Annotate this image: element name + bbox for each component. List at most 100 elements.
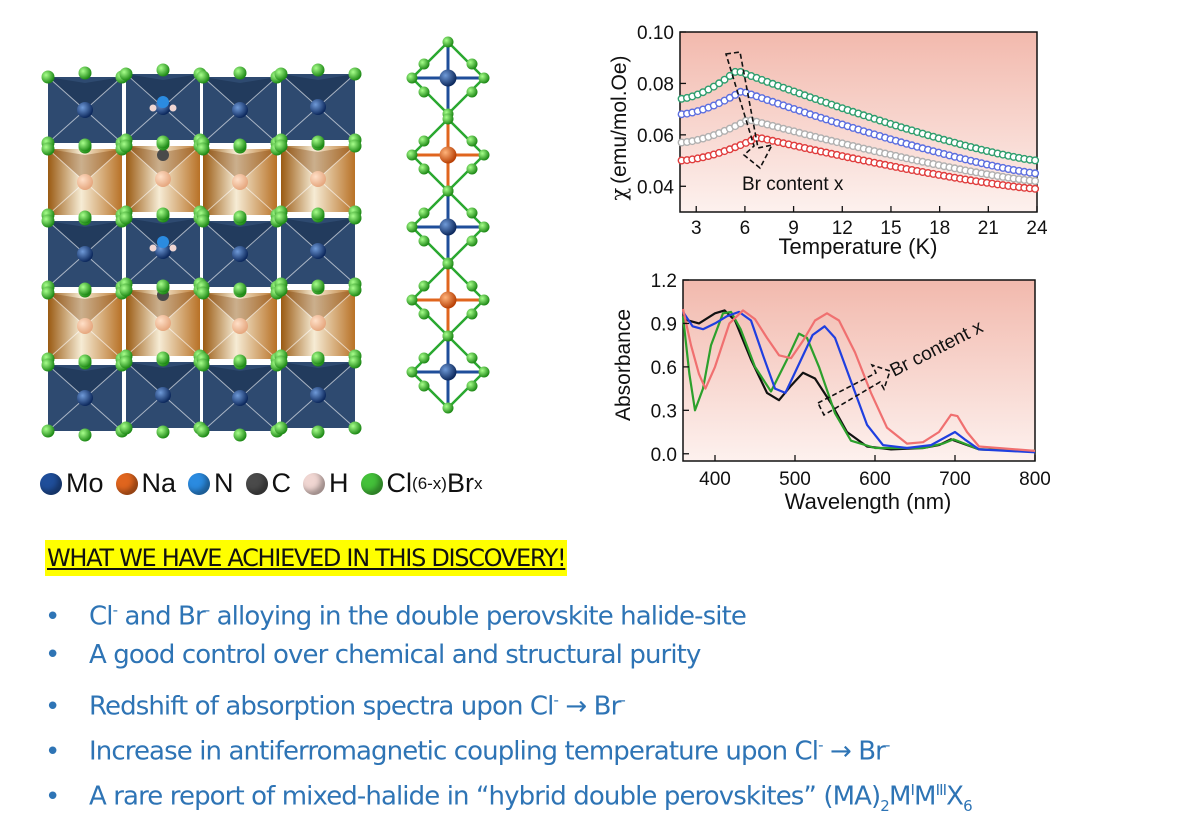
x-axis-label: Temperature (K) <box>779 234 938 259</box>
halide-atom <box>119 67 133 81</box>
halide-atom <box>418 235 430 247</box>
halide-atom <box>233 66 247 80</box>
halide-atom <box>41 358 55 372</box>
legend-item-mo: Mo <box>40 468 104 499</box>
na-atom <box>310 171 326 187</box>
crystal-structure-illustration <box>41 36 490 442</box>
y-tick-label: 0.06 <box>637 126 674 147</box>
na-atom <box>439 291 457 309</box>
halide-atom <box>233 138 247 152</box>
y-tick-label: 0.08 <box>637 74 674 95</box>
mo-atom <box>155 243 171 259</box>
n-atom <box>157 96 169 108</box>
mo-atom <box>232 102 248 118</box>
halide-atom <box>78 428 92 442</box>
halide-atom <box>418 86 430 98</box>
halide-atom <box>156 425 170 439</box>
absorbance-chart: 0.0 0.3 0.6 0.9 1.2 400 500 600 700 800 Absorban… <box>612 271 1050 514</box>
halide-atom <box>466 86 478 98</box>
mo-atom <box>155 387 171 403</box>
na-atom <box>232 318 248 334</box>
halide-atom <box>311 425 325 439</box>
halide-atom <box>233 354 247 368</box>
susceptibility-chart: 0.04 0.06 0.08 0.10 3 6 9 12 15 18 21 24 χ(emu/mol… <box>607 23 1048 259</box>
series-0 <box>677 67 1040 165</box>
halide-atom <box>119 355 133 369</box>
series-line-3 <box>681 308 1036 452</box>
data-point <box>1031 184 1040 193</box>
octahedron-face <box>48 149 122 182</box>
halide-atom <box>196 214 210 228</box>
halide-atom <box>406 72 418 84</box>
halide-atom <box>466 280 478 292</box>
octahedron-face <box>48 77 122 110</box>
halide-atom <box>311 63 325 77</box>
na-atom-icon <box>115 472 138 495</box>
na-atom <box>439 146 457 164</box>
y-axis-label: χ(emu/mol.Oe) <box>607 55 631 200</box>
halide-atom <box>119 421 133 435</box>
x-tick-label: 500 <box>779 469 811 490</box>
octahedron-face <box>203 293 277 326</box>
halide-atom <box>442 113 454 125</box>
octahedron-face <box>48 365 122 398</box>
octahedron-face <box>126 218 200 251</box>
halide-atom-icon <box>360 472 383 495</box>
x-tick-label: 12 <box>832 218 853 239</box>
octahedron-face <box>281 146 355 179</box>
bullet-marker: • <box>45 640 60 670</box>
halide-atom <box>406 221 418 233</box>
halide-atom <box>196 358 210 372</box>
halide-atom <box>418 380 430 392</box>
halide-atom <box>466 380 478 392</box>
halide-atom <box>156 135 170 149</box>
halide-atom <box>311 207 325 221</box>
atom-legend: Mo Na N C H Cl (6-x) Br x <box>40 468 488 499</box>
halide-atom <box>406 366 418 378</box>
y-tick-label: 0.04 <box>637 177 674 198</box>
halide-atom <box>41 286 55 300</box>
halide-atom <box>274 67 288 81</box>
data-point <box>1031 169 1040 178</box>
halide-atom <box>311 279 325 293</box>
halide-atom <box>442 402 454 414</box>
legend-item-c: C <box>245 468 291 499</box>
halide-atom <box>478 294 490 306</box>
y-tick-label: 0.3 <box>651 401 677 422</box>
mo-atom <box>310 387 326 403</box>
halide-atom <box>78 138 92 152</box>
halide-atom <box>418 163 430 175</box>
halide-atom <box>78 354 92 368</box>
plot-area <box>682 279 1036 462</box>
halide-atom <box>478 366 490 378</box>
h-atom <box>149 104 157 112</box>
list-item: • A good control over chemical and struct… <box>45 635 972 680</box>
mo-atom <box>439 218 457 236</box>
halide-atom <box>274 355 288 369</box>
halide-atom <box>466 308 478 320</box>
series-line-1 <box>681 310 1036 452</box>
halide-atom <box>196 70 210 84</box>
halide-atom <box>418 308 430 320</box>
halide-atom <box>156 207 170 221</box>
annotation-arrow <box>816 363 892 417</box>
halide-atom <box>348 421 362 435</box>
octahedron-face <box>281 74 355 107</box>
halide-atom <box>466 235 478 247</box>
mo-atom <box>77 246 93 262</box>
halide-atom <box>478 221 490 233</box>
legend-item-n: N <box>188 468 234 499</box>
mo-atom <box>310 99 326 115</box>
halide-atom <box>418 280 430 292</box>
annotation-br-content: Br content x <box>742 174 844 195</box>
legend-item-na: Na <box>115 468 176 499</box>
halide-atom <box>274 211 288 225</box>
mo-atom-icon <box>40 472 62 495</box>
x-tick-label: 15 <box>880 218 901 239</box>
octahedron-face <box>203 221 277 254</box>
octahedron-face <box>281 218 355 251</box>
y-tick-label: 0.10 <box>637 23 674 44</box>
n-atom <box>157 236 169 248</box>
bullet-marker: • <box>45 736 60 767</box>
halide-atom <box>442 185 454 197</box>
